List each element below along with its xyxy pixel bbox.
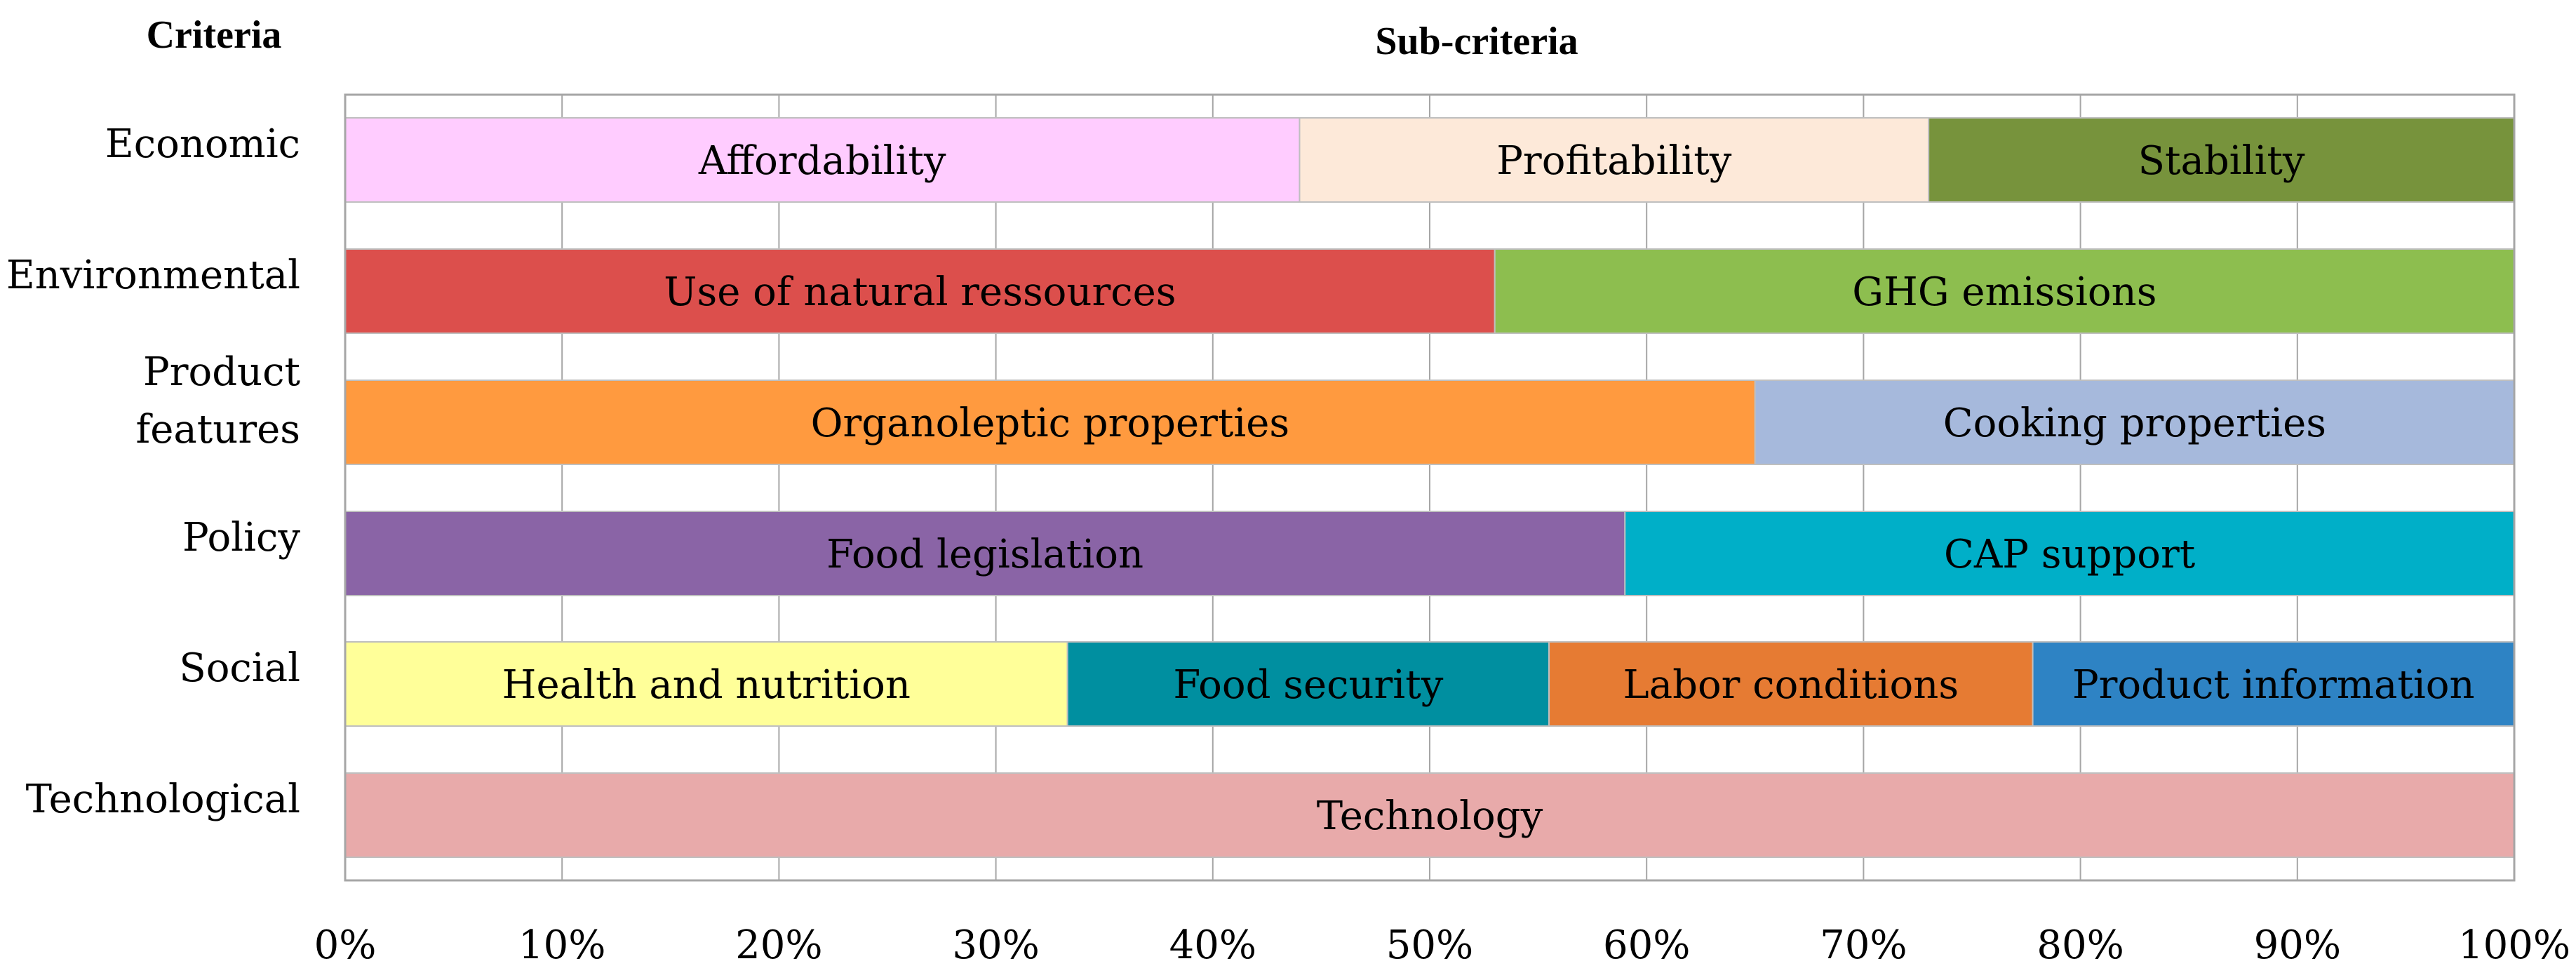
- bar-row: Food legislation CAP support: [344, 511, 2515, 596]
- bar-row: Health and nutrition Food security Labor c…: [344, 641, 2515, 727]
- segment-label: Food security: [1173, 662, 1443, 708]
- gridlines: [344, 95, 2515, 880]
- bar-segment: [1494, 248, 2515, 334]
- bar-segment: [2032, 641, 2515, 727]
- bar-row: Affordability Profitability Stability: [344, 117, 2515, 203]
- criterion-label: Economic: [105, 121, 300, 167]
- segment-label: GHG emissions: [1852, 269, 2156, 315]
- subcriteria-header: Sub-criteria: [1375, 20, 1578, 63]
- segment-label: Product information: [2072, 662, 2475, 708]
- bar-segment: [344, 380, 1756, 465]
- criterion-label: features: [136, 407, 300, 452]
- bar-segment: [1754, 380, 2515, 465]
- x-tick-label: 50%: [1386, 922, 1473, 968]
- criterion-label: Environmental: [6, 253, 300, 298]
- bars: Affordability Profitability Stability Use o…: [344, 117, 2515, 858]
- x-tick-label: 70%: [1820, 922, 1907, 968]
- bar-segment: [344, 641, 1068, 727]
- bar-row: Organoleptic properties Cooking propertie…: [344, 380, 2515, 465]
- segment-label: Affordability: [698, 138, 946, 184]
- x-tick-label: 0%: [314, 922, 377, 968]
- bar-segment: [344, 117, 1301, 203]
- criteria-header: Criteria: [147, 13, 282, 57]
- x-tick-label: 90%: [2254, 922, 2341, 968]
- criterion-label: Social: [179, 645, 300, 691]
- segment-label: Cooking properties: [1943, 401, 2326, 446]
- bar-segment: [1548, 641, 2034, 727]
- x-tick-label: 30%: [952, 922, 1039, 968]
- bar-row: Use of natural ressources GHG emissions: [344, 248, 2515, 334]
- x-tick-label: 10%: [518, 922, 605, 968]
- segment-label: Profitability: [1496, 138, 1731, 184]
- bar-segment: [1066, 641, 1550, 727]
- segment-label: Stability: [2138, 138, 2305, 184]
- segment-label: Health and nutrition: [502, 662, 911, 708]
- segment-label: Technology: [1317, 793, 1543, 839]
- plot-frame: [344, 93, 2516, 882]
- criterion-label: Product: [143, 349, 300, 395]
- x-tick-label: 80%: [2037, 922, 2124, 968]
- segment-label: Use of natural ressources: [664, 269, 1176, 315]
- segment-label: Food legislation: [826, 532, 1143, 577]
- category-labels: Economic Environmental Product features Poli…: [6, 121, 301, 822]
- x-tick-label: 100%: [2458, 922, 2570, 968]
- segment-label: Organoleptic properties: [811, 401, 1290, 446]
- x-axis-tick-labels: 0% 10% 20% 30% 40% 50% 60% 70% 80% 90% 100%: [314, 922, 2570, 968]
- bar-segment: [1928, 117, 2515, 203]
- bar-segment: [344, 511, 1626, 596]
- x-tick-label: 60%: [1603, 922, 1690, 968]
- segment-label: CAP support: [1944, 532, 2196, 577]
- criterion-label: Technological: [26, 777, 300, 822]
- x-tick-label: 40%: [1169, 922, 1256, 968]
- x-tick-label: 20%: [735, 922, 822, 968]
- segment-label: Labor conditions: [1623, 662, 1959, 708]
- bar-row: Technology: [344, 772, 2515, 858]
- criterion-label: Policy: [182, 515, 300, 561]
- bar-segment: [1624, 511, 2515, 596]
